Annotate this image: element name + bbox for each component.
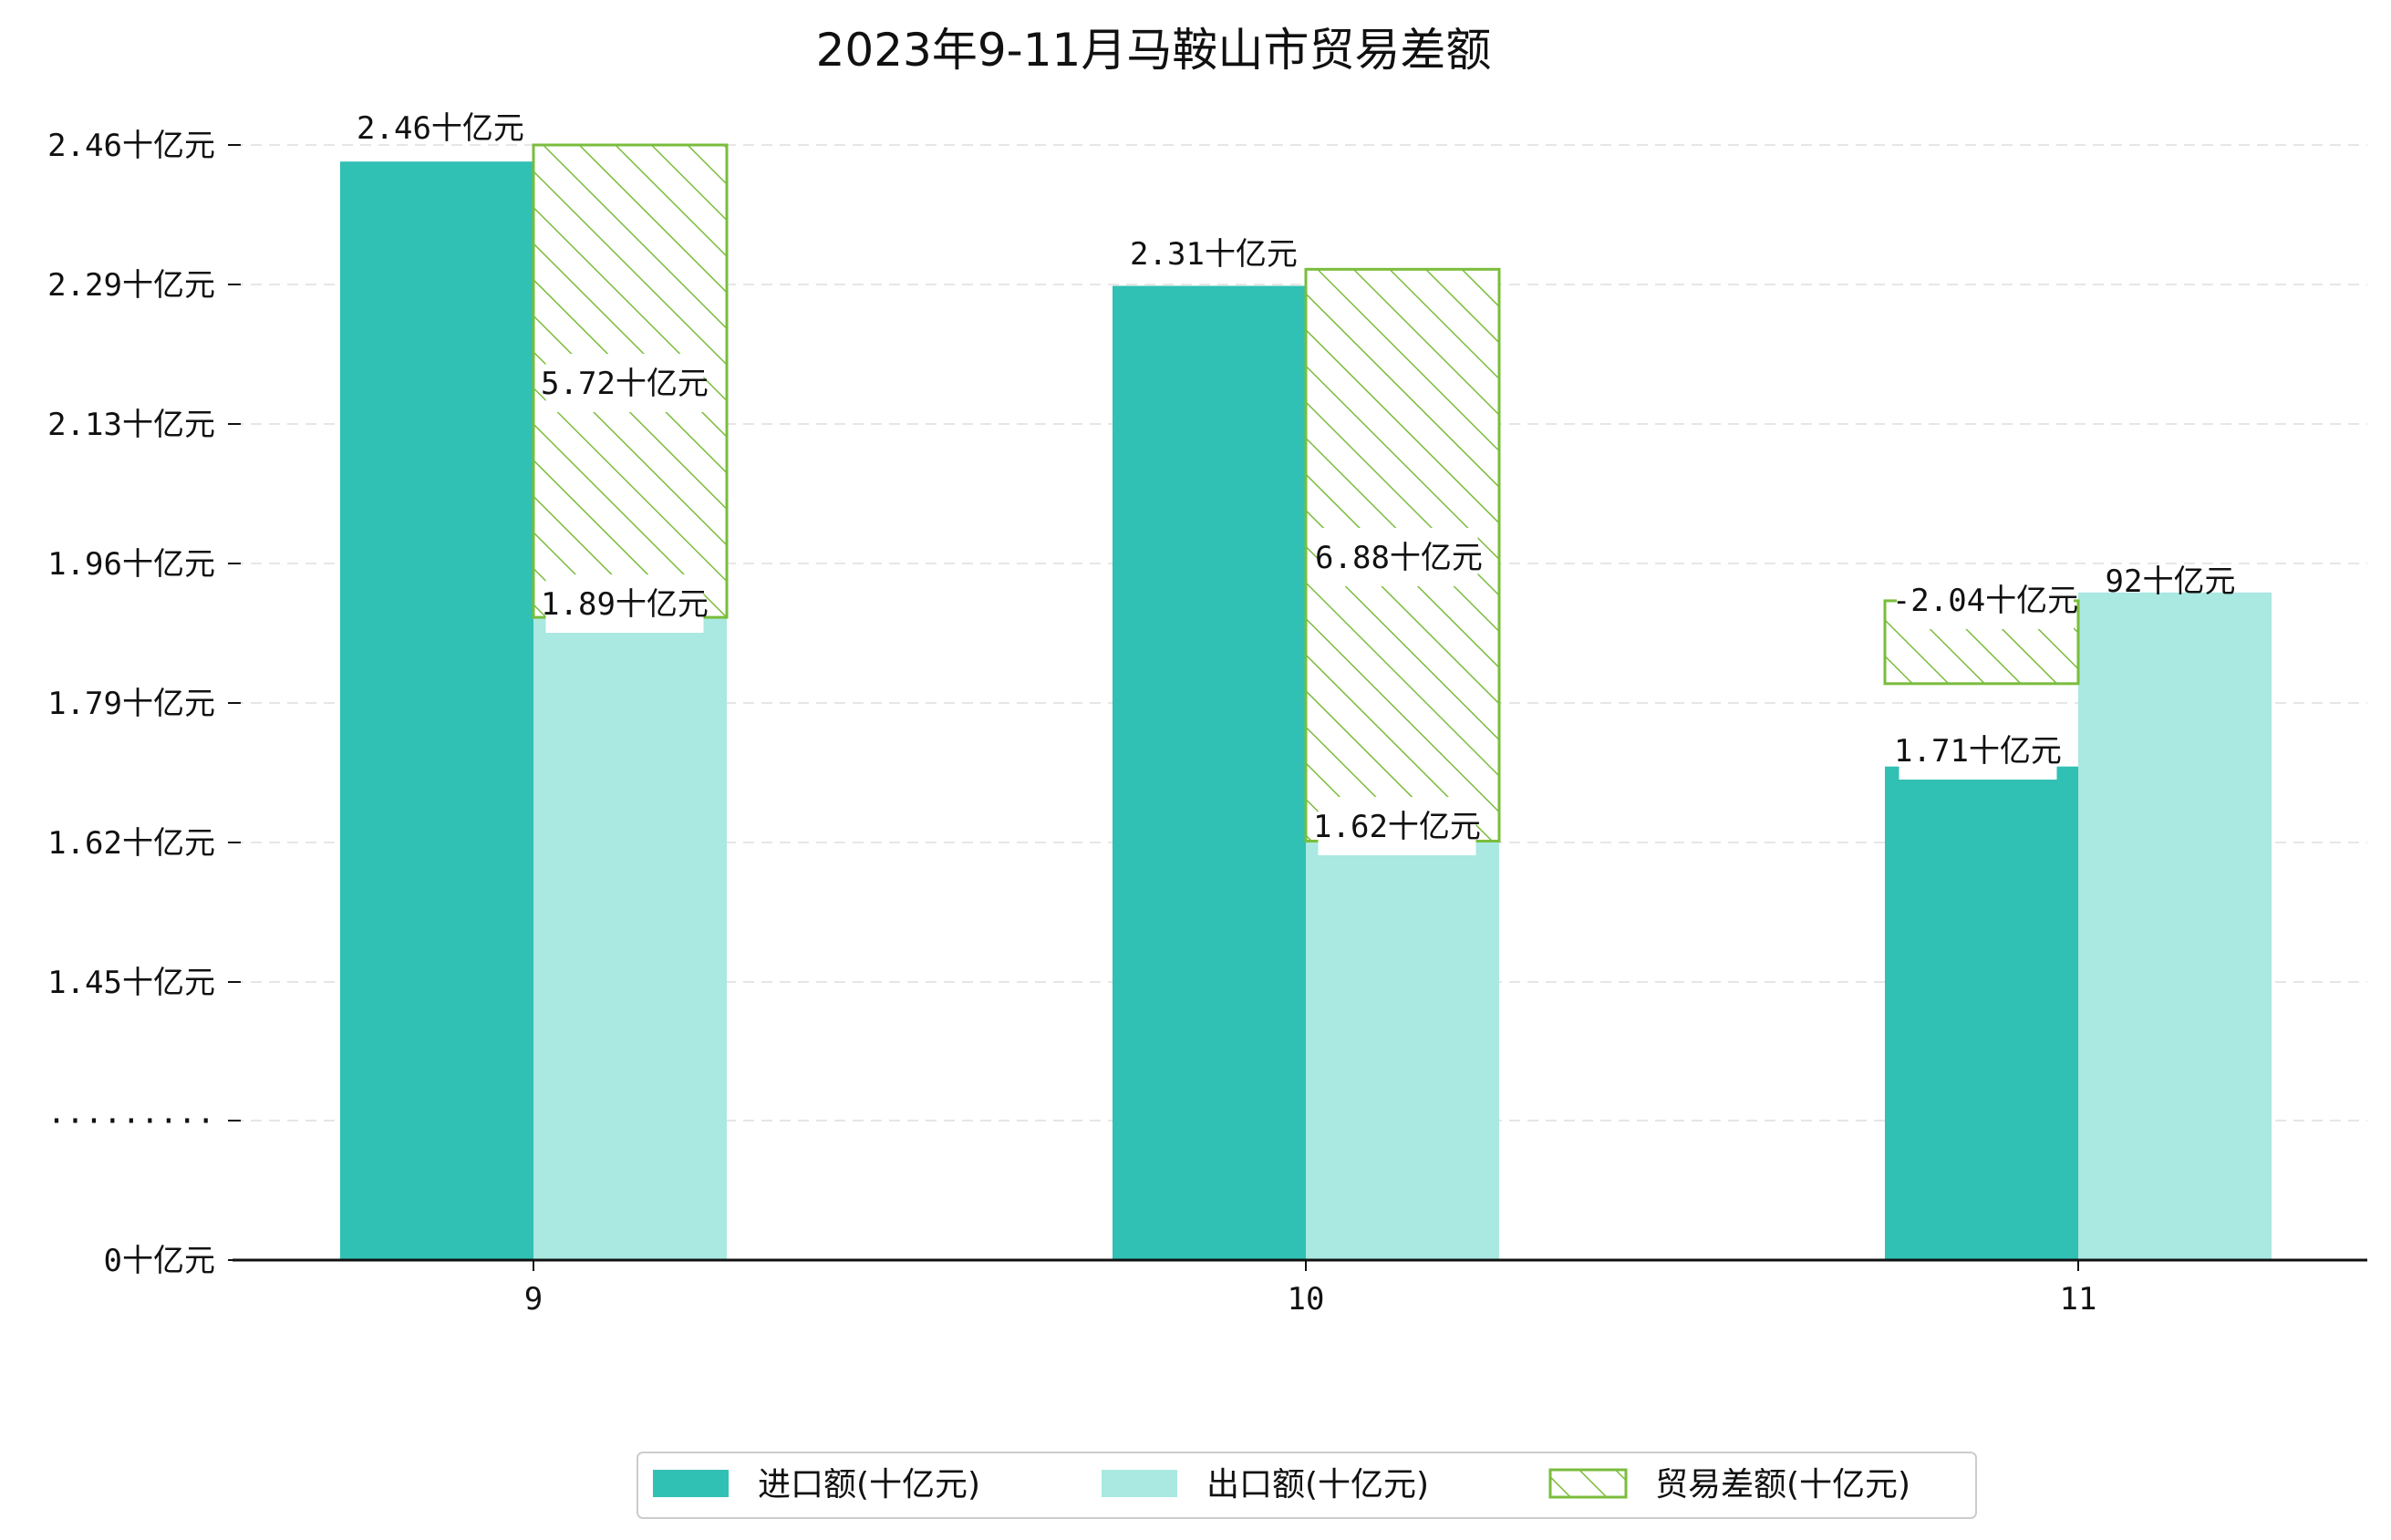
- svg-text:92十亿元: 92十亿元: [2106, 563, 2236, 600]
- data-label-import: 1.71十亿元: [1894, 721, 2062, 780]
- chart-title: 2023年9-11月马鞍山市贸易差额: [816, 24, 1492, 77]
- y-tick-label: 2.46十亿元: [47, 128, 215, 164]
- y-tick-label: 1.79十亿元: [47, 686, 215, 722]
- svg-text:-2.04十亿元: -2.04十亿元: [1892, 583, 2078, 619]
- y-tick-label: 2.13十亿元: [47, 407, 215, 443]
- data-label-import: 2.46十亿元: [357, 110, 524, 147]
- data-label-trade-balance: 6.88十亿元: [1315, 528, 1483, 586]
- y-tick-label: 1.62十亿元: [47, 825, 215, 862]
- data-label-export: 1.62十亿元: [1313, 797, 1481, 855]
- legend-label: 出口额(十亿元): [1206, 1466, 1429, 1504]
- svg-text:5.72十亿元: 5.72十亿元: [541, 366, 709, 402]
- legend: 进口额(十亿元) 出口额(十亿元) 贸易差额(十亿元): [637, 1452, 1977, 1519]
- bar-export: [1306, 841, 1499, 1260]
- bar-import: [340, 161, 533, 1260]
- svg-text:1.62十亿元: 1.62十亿元: [1313, 809, 1481, 845]
- legend-swatch: [1102, 1470, 1177, 1497]
- y-tick-label: 2.29十亿元: [47, 267, 215, 304]
- svg-text:6.88十亿元: 6.88十亿元: [1315, 540, 1483, 576]
- svg-text:2.46十亿元: 2.46十亿元: [357, 110, 524, 147]
- legend-label: 贸易差额(十亿元): [1655, 1466, 1910, 1504]
- legend-swatch: [1548, 1468, 1628, 1499]
- bar-export: [533, 617, 727, 1260]
- data-label-export: 1.89十亿元: [541, 574, 709, 633]
- bar-import: [1885, 766, 2078, 1260]
- legend-swatch: [653, 1470, 729, 1497]
- svg-text:1.71十亿元: 1.71十亿元: [1894, 733, 2062, 770]
- x-tick-label: 11: [2060, 1281, 2097, 1318]
- x-tick-label: 10: [1288, 1281, 1325, 1318]
- bar-export: [2078, 592, 2272, 1260]
- bar-import: [1113, 285, 1306, 1260]
- legend-label: 进口额(十亿元): [758, 1466, 980, 1504]
- y-tick-label: ·········: [47, 1103, 215, 1140]
- svg-text:1.89十亿元: 1.89十亿元: [541, 586, 709, 623]
- data-label-trade-balance: -2.04十亿元: [1892, 571, 2078, 629]
- data-label-trade-balance: 5.72十亿元: [541, 354, 709, 412]
- y-tick-label: 0十亿元: [104, 1243, 215, 1279]
- y-tick-label: 1.45十亿元: [47, 965, 215, 1001]
- x-tick-label: 9: [524, 1281, 543, 1318]
- legend-frame: [637, 1452, 1977, 1519]
- y-tick-label: 1.96十亿元: [47, 546, 215, 583]
- data-label-import: 2.31十亿元: [1130, 236, 1298, 273]
- svg-text:2.31十亿元: 2.31十亿元: [1130, 236, 1298, 273]
- data-label-export: 92十亿元: [2106, 563, 2236, 600]
